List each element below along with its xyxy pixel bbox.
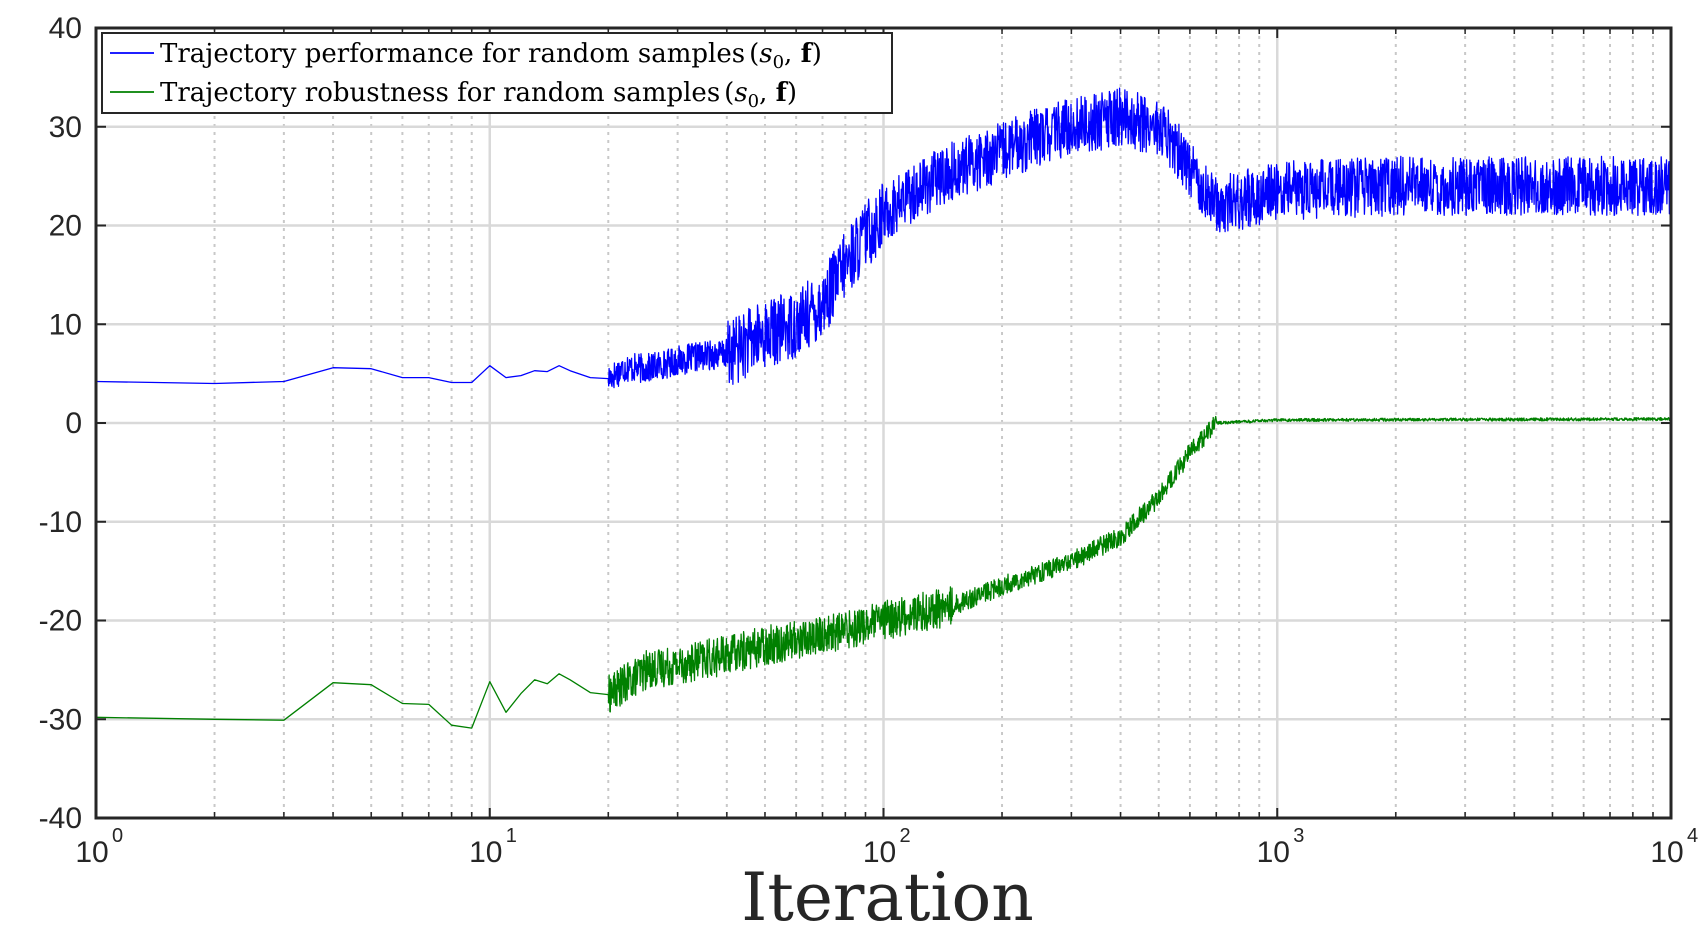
plot-area: [94, 26, 1673, 820]
y-tick-label: 20: [49, 210, 82, 243]
y-tick-label: 0: [65, 407, 82, 440]
legend-entry: Trajectory performance for random sample…: [110, 39, 822, 73]
x-tick-label-base: 10: [863, 836, 896, 869]
y-tick-label: -40: [39, 802, 82, 835]
x-tick-label-base: 10: [1257, 836, 1290, 869]
legend-math-suffix: (s0, f): [724, 78, 797, 112]
y-tick-label: 10: [49, 308, 82, 341]
y-tick-label: -10: [39, 506, 82, 539]
y-tick-label: -30: [39, 703, 82, 736]
series-line-1: [95, 87, 1672, 389]
x-tick-label: 10 2: [863, 825, 911, 869]
legend-label: Trajectory performance for random sample…: [160, 39, 745, 69]
legend-label: Trajectory robustness for random samples: [160, 78, 720, 108]
x-tick-label: 10 1: [469, 825, 517, 869]
x-tick-label: 10 3: [1257, 825, 1305, 869]
x-tick-label-exponent: 2: [900, 825, 911, 847]
y-tick-label: -20: [39, 605, 82, 638]
legend-math-suffix: (s0, f): [749, 39, 822, 73]
x-tick-labels: 10 0 10 1 10 2 10 3 10 4: [75, 825, 1698, 869]
x-tick-label: 10 0: [75, 825, 123, 869]
legend-entries: Trajectory performance for random sample…: [110, 39, 822, 112]
y-tick-label: 40: [49, 12, 82, 45]
x-tick-label-exponent: 1: [506, 825, 517, 847]
x-tick-label-exponent: 3: [1293, 825, 1304, 847]
y-tick-label: 30: [49, 111, 82, 144]
y-tick-labels: 40 30 20 10 0 -10 -20 -30 -40: [39, 12, 82, 835]
x-axis-label: Iteration: [741, 859, 1033, 936]
x-tick-label-exponent: 4: [1687, 825, 1698, 847]
series-layer: [95, 87, 1672, 729]
x-tick-label: 10 4: [1650, 825, 1698, 869]
legend-entry: Trajectory robustness for random samples…: [110, 78, 797, 112]
x-tick-label-base: 10: [1650, 836, 1683, 869]
x-tick-label-exponent: 0: [112, 825, 123, 847]
legend-box: [101, 32, 893, 114]
series-line-2: [95, 415, 1672, 729]
x-tick-label-base: 10: [469, 836, 502, 869]
x-tick-label-base: 10: [75, 836, 108, 869]
legend: Trajectory performance for random sample…: [101, 32, 893, 114]
